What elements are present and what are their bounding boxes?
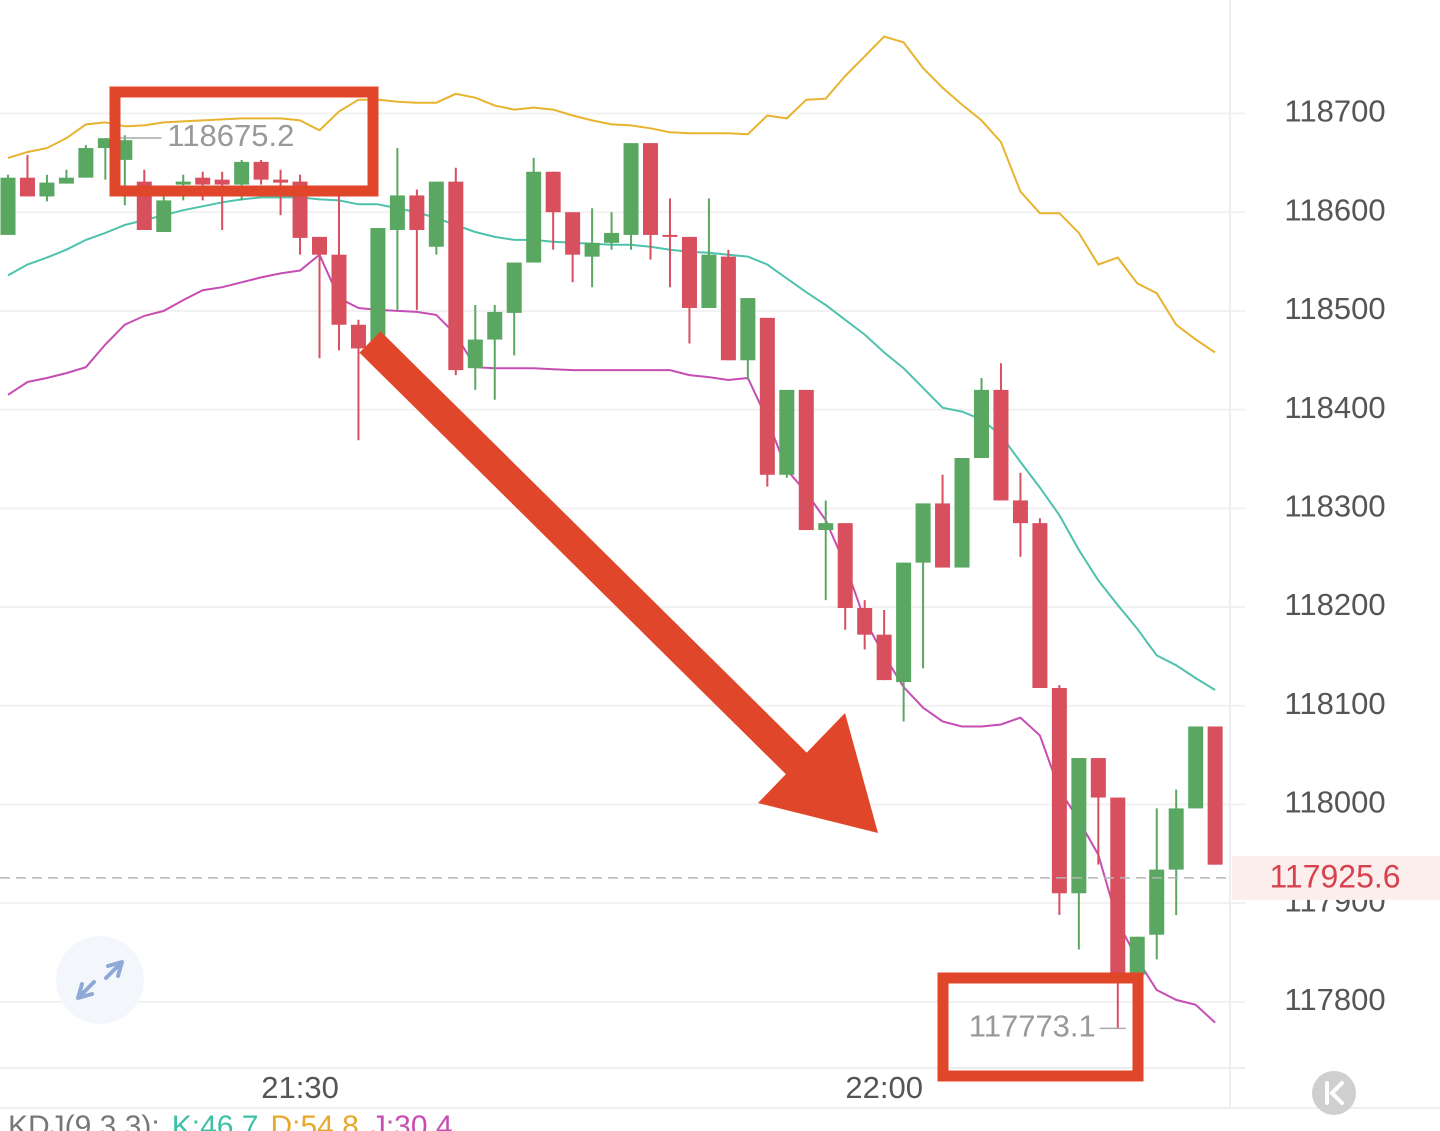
candle-body <box>1071 758 1087 894</box>
candle-body <box>1207 726 1223 865</box>
candle-body <box>253 161 269 180</box>
scroll-latest-button[interactable] <box>1312 1071 1356 1115</box>
candle-body <box>662 234 678 237</box>
candle-body <box>604 232 620 243</box>
candle-body <box>156 200 172 232</box>
candle-body <box>214 179 230 185</box>
last-price-label: 117925.6 <box>1269 858 1400 894</box>
candle-body <box>409 195 425 230</box>
band-line <box>7 35 1216 354</box>
candle-body <box>175 181 191 185</box>
candle-body <box>273 179 289 183</box>
candle-body <box>195 177 211 185</box>
candle-body <box>565 212 581 255</box>
candle-body <box>312 236 328 255</box>
candle-body <box>993 389 1009 501</box>
candle-body <box>545 171 561 213</box>
candle-body <box>234 161 250 185</box>
last-price-badge <box>1232 855 1440 900</box>
candle-body <box>1129 936 1145 976</box>
candle-body <box>1012 500 1028 524</box>
candle-body <box>506 262 522 313</box>
candle-body <box>97 138 113 149</box>
candle-body <box>643 143 659 235</box>
low-label: 117773.1 <box>969 1009 1096 1044</box>
candle-body <box>428 181 444 247</box>
candle-body <box>818 523 834 531</box>
candle-body <box>837 523 853 609</box>
candle-body <box>623 143 639 235</box>
candle-body <box>526 171 542 263</box>
x-tick-label: 22:00 <box>845 1070 923 1105</box>
trend-arrow-head <box>758 713 878 833</box>
candle-body <box>1032 523 1048 688</box>
candle-body <box>915 503 931 563</box>
highlight-box <box>109 86 379 197</box>
high-label: 118675.2 <box>167 118 294 153</box>
candle-body <box>720 256 736 361</box>
y-tick-label: 118700 <box>1284 94 1385 129</box>
indicator-item: J:30.4 <box>371 1110 453 1131</box>
candle-body <box>935 503 951 568</box>
candle-body <box>39 182 55 197</box>
candle-body <box>974 389 989 458</box>
candle-body <box>798 389 814 531</box>
candle-body <box>370 228 386 351</box>
candle-body <box>584 242 600 257</box>
candle-body <box>350 324 366 349</box>
candle-body <box>117 140 133 160</box>
candle-body <box>19 177 35 197</box>
indicator-item: D:54.8 <box>270 1110 358 1131</box>
highlight-box <box>937 972 1144 1082</box>
x-tick-label: 21:30 <box>261 1070 339 1105</box>
candle-body <box>681 236 697 308</box>
candle-body <box>896 562 912 683</box>
candle-body <box>1168 808 1184 870</box>
trend-arrow-shaft <box>359 331 816 783</box>
candle-body <box>1090 758 1106 798</box>
candle-body <box>389 195 405 230</box>
candle-body <box>78 148 94 178</box>
candle-body <box>779 389 795 475</box>
y-tick-label: 118100 <box>1284 686 1385 721</box>
indicator-item: K:46.7 <box>172 1110 259 1131</box>
y-tick-label: 118500 <box>1284 291 1385 326</box>
candle-body <box>58 177 74 184</box>
y-tick-label: 118300 <box>1284 489 1385 524</box>
candle-body <box>1051 687 1067 894</box>
candle-body <box>740 298 756 361</box>
labels: 1178001179001180001181001182001183001184… <box>0 94 1440 1131</box>
y-tick-label: 118000 <box>1284 785 1385 820</box>
candle-body <box>1110 797 1126 976</box>
candle-body <box>467 339 483 369</box>
expand-button[interactable] <box>56 936 144 1024</box>
y-tick-label: 117800 <box>1284 982 1385 1017</box>
candle-body <box>759 317 775 475</box>
candle-body <box>857 608 873 635</box>
candle-body <box>701 254 717 308</box>
candle-body <box>1149 869 1165 935</box>
y-tick-label: 118400 <box>1284 390 1385 425</box>
band-line <box>7 253 1216 1024</box>
candle-body <box>331 254 347 325</box>
candle-body <box>876 634 892 681</box>
candle-body <box>1188 726 1204 809</box>
candle-body <box>448 181 464 371</box>
y-tick-label: 118200 <box>1284 587 1385 622</box>
candle-body <box>487 311 503 340</box>
y-tick-label: 118600 <box>1284 192 1385 227</box>
indicator-item: KDJ(9,3,3): <box>8 1110 160 1131</box>
candle-body <box>0 177 16 235</box>
candles <box>0 135 1223 1029</box>
candle-body <box>954 457 970 568</box>
indicator-row: KDJ(9,3,3): K:46.7 D:54.8 J:30.4 <box>8 1110 453 1131</box>
